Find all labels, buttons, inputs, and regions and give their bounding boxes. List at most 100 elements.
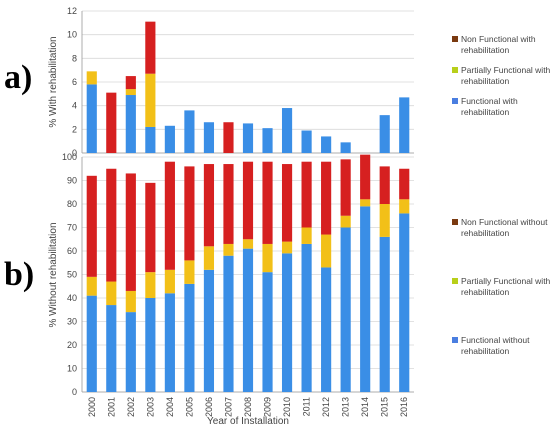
legend-b: Non Functional without rehabilitation Part… (452, 217, 550, 356)
bar-segment (321, 161, 332, 235)
y-tick-label: 4 (72, 101, 77, 111)
y-tick-label: 20 (67, 340, 77, 350)
y-tick-label: 30 (67, 317, 77, 327)
x-tick-label: 2004 (165, 397, 175, 417)
bar-segment (86, 276, 97, 296)
bar-segment (379, 236, 390, 392)
bar-segment (321, 234, 332, 268)
legend-a: Non Functional with rehabilitation Partial… (452, 34, 550, 117)
x-tick-label: 2005 (184, 397, 194, 417)
bar-segment (379, 166, 390, 204)
bar-segment (262, 128, 273, 153)
bar-segment (223, 122, 234, 153)
bar-segment (321, 267, 332, 392)
bar-segment (223, 243, 234, 256)
bar-segment (86, 295, 97, 392)
bar-segment (281, 253, 293, 392)
bar-segment (379, 115, 390, 153)
bar-segment (184, 110, 195, 153)
bar-segment (223, 255, 234, 392)
bar-segment (262, 243, 273, 273)
bar-segment (301, 243, 312, 392)
bar-segment (86, 84, 97, 153)
bar-segment (399, 97, 410, 153)
bar-segment (399, 213, 410, 392)
y-axis-label: % Without rehabilitation (48, 222, 59, 327)
y-tick-label: 100 (62, 152, 77, 162)
bar-segment (125, 89, 136, 96)
bar-segment (262, 161, 273, 244)
bar-segment (125, 76, 136, 90)
legend-swatch (452, 67, 458, 73)
bar-segment (86, 71, 97, 85)
bar-segment (106, 92, 117, 153)
x-tick-label: 2003 (145, 397, 155, 417)
bar-segment (340, 227, 351, 392)
y-tick-label: 12 (67, 6, 77, 16)
bar-segment (164, 269, 175, 294)
y-tick-label: 90 (67, 176, 77, 186)
y-tick-label: 6 (72, 77, 77, 87)
y-tick-label: 0 (72, 387, 77, 397)
bar-segment (106, 281, 117, 306)
bar-segment (281, 164, 293, 242)
bar-segment (242, 161, 254, 240)
bar-segment (321, 136, 332, 153)
x-tick-label: 2006 (204, 397, 214, 417)
legend-label: Functional without rehabilitation (461, 335, 530, 356)
legend-label: Functional with rehabilitation (461, 96, 518, 117)
legend-swatch (452, 36, 458, 42)
bar-segment (360, 154, 371, 200)
legend-label: Non Functional without rehabilitation (461, 217, 548, 238)
y-tick-label: 80 (67, 199, 77, 209)
y-axis-label: % With rehabilitation (48, 36, 59, 127)
x-tick-label: 2014 (360, 397, 370, 417)
y-tick-label: 8 (72, 53, 77, 63)
bar-segment (86, 175, 97, 277)
y-tick-label: 2 (72, 124, 77, 134)
legend-label: Partially Functional withoutrehabilitati… (461, 276, 550, 297)
bar-segment (360, 206, 371, 392)
bar-segment (340, 215, 351, 228)
bar-segment (223, 164, 234, 244)
x-tick-label: 2001 (106, 397, 116, 417)
legend-label: Non Functional with rehabilitation (461, 34, 536, 55)
x-tick-label: 2002 (126, 397, 136, 417)
y-tick-label: 70 (67, 223, 77, 233)
y-tick-label: 10 (67, 30, 77, 40)
x-axis-label: Year of Installation (207, 416, 289, 427)
bar-segment (262, 272, 273, 392)
legend-swatch (452, 219, 458, 225)
x-tick-label: 2010 (282, 397, 292, 417)
bar-segment (242, 123, 254, 153)
bar-segment (145, 272, 156, 298)
bar-segment (281, 108, 293, 153)
y-tick-label: 10 (67, 364, 77, 374)
bar-segment (203, 164, 215, 247)
x-tick-label: 2011 (302, 397, 312, 416)
legend-swatch (452, 98, 458, 104)
bar-segment (340, 159, 351, 216)
bar-segment (399, 199, 410, 214)
x-tick-label: 2015 (380, 397, 390, 417)
bar-segment (106, 168, 117, 282)
bar-segment (242, 248, 254, 392)
bar-segment (203, 246, 215, 270)
legend-swatch (452, 278, 458, 284)
bar-segment (399, 168, 410, 200)
y-tick-label: 60 (67, 246, 77, 256)
y-tick-label: 40 (67, 293, 77, 303)
bar-segment (106, 305, 117, 392)
bar-segment (145, 126, 156, 153)
bar-segment (184, 166, 195, 261)
bar-segment (203, 122, 215, 153)
x-tick-label: 2009 (263, 397, 273, 417)
bar-segment (164, 161, 175, 270)
panel-label-a: a) (4, 59, 32, 96)
legend-swatch (452, 337, 458, 343)
x-tick-label: 2008 (243, 397, 253, 417)
x-tick-label: 2000 (87, 397, 97, 417)
x-tick-label: 2007 (223, 397, 233, 417)
chart-a: 0 2 4 6 8 10 12 % With rehabilitation (48, 6, 414, 158)
